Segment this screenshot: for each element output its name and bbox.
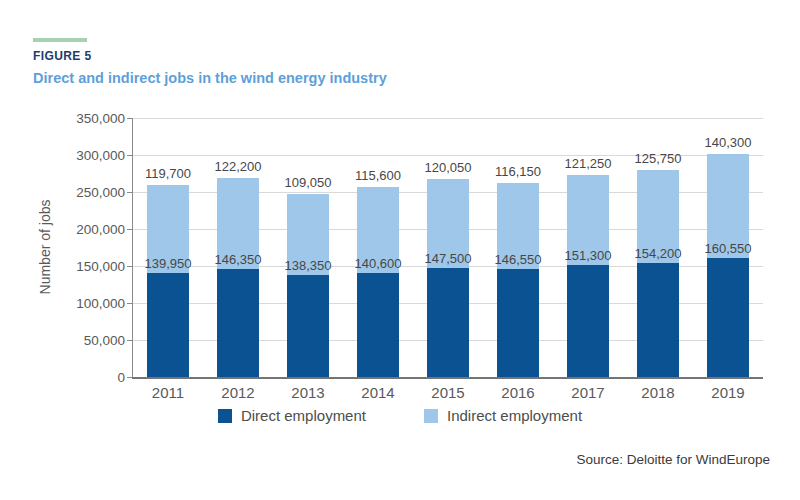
bar-segment-direct — [707, 258, 749, 377]
y-tick-label: 0 — [117, 370, 125, 385]
legend-swatch-direct — [218, 409, 232, 423]
bar-label-indirect: 120,050 — [410, 160, 486, 175]
bar-label-indirect: 125,750 — [620, 151, 696, 166]
figure-accent-line — [33, 38, 87, 42]
bar-label-direct: 151,300 — [550, 248, 626, 263]
y-tick-label: 200,000 — [76, 222, 125, 237]
x-tick-label: 2014 — [343, 384, 413, 401]
x-axis-labels: 201120122013201420152016201720182019 — [133, 384, 763, 404]
bar-label-direct: 139,950 — [130, 256, 206, 271]
figure-label: FIGURE 5 — [33, 49, 92, 63]
legend: Direct employment Indirect employment — [0, 407, 800, 424]
figure-title: Direct and indirect jobs in the wind ene… — [33, 70, 387, 86]
bar-label-indirect: 122,200 — [200, 159, 276, 174]
x-tick-label: 2011 — [133, 384, 203, 401]
y-tick-label: 300,000 — [76, 148, 125, 163]
bar-segment-direct — [637, 263, 679, 377]
y-tick-label: 250,000 — [76, 185, 125, 200]
x-axis-line — [132, 377, 763, 379]
bar-segment-direct — [147, 273, 189, 377]
source-text: Source: Deloitte for WindEurope — [576, 452, 770, 467]
bar-label-indirect: 121,250 — [550, 156, 626, 171]
bar-segment-direct — [217, 269, 259, 377]
bar-label-direct: 160,550 — [690, 241, 766, 256]
bar-label-direct: 140,600 — [340, 256, 416, 271]
x-tick-label: 2019 — [693, 384, 763, 401]
y-tick-label: 50,000 — [84, 333, 125, 348]
x-tick-label: 2013 — [273, 384, 343, 401]
x-tick-label: 2017 — [553, 384, 623, 401]
y-tick-label: 350,000 — [76, 111, 125, 126]
x-tick-label: 2016 — [483, 384, 553, 401]
bar-segment-direct — [287, 275, 329, 377]
bar-label-indirect: 140,300 — [690, 135, 766, 150]
bar-segment-direct — [357, 273, 399, 377]
legend-item: Indirect employment — [424, 407, 582, 424]
y-axis-labels: 050,000100,000150,000200,000250,000300,0… — [0, 118, 125, 377]
y-axis-line — [132, 118, 133, 378]
bar-label-direct: 147,500 — [410, 251, 486, 266]
bar-segment-direct — [567, 265, 609, 377]
y-tick-label: 150,000 — [76, 259, 125, 274]
legend-label: Indirect employment — [447, 407, 582, 424]
x-tick-label: 2018 — [623, 384, 693, 401]
legend-item: Direct employment — [218, 407, 366, 424]
bar-label-indirect: 119,700 — [130, 166, 206, 181]
bar-label-indirect: 115,600 — [340, 168, 416, 183]
bar-segment-direct — [497, 269, 539, 377]
bar-label-direct: 146,350 — [200, 252, 276, 267]
x-tick-label: 2012 — [203, 384, 273, 401]
gridline — [133, 118, 763, 119]
bar-label-indirect: 116,150 — [480, 164, 556, 179]
bar-label-direct: 138,350 — [270, 258, 346, 273]
bar-label-direct: 154,200 — [620, 246, 696, 261]
legend-swatch-indirect — [424, 409, 438, 423]
bar-segment-direct — [427, 268, 469, 377]
bar-label-direct: 146,550 — [480, 252, 556, 267]
plot-area: 139,950 119,700 146,350 122,200 138,350 109,0… — [133, 118, 763, 377]
x-tick-label: 2015 — [413, 384, 483, 401]
y-tick-label: 100,000 — [76, 296, 125, 311]
page-root: { "figure": { "label": "FIGURE 5", "titl… — [0, 0, 800, 500]
legend-label: Direct employment — [241, 407, 366, 424]
bar-label-indirect: 109,050 — [270, 175, 346, 190]
